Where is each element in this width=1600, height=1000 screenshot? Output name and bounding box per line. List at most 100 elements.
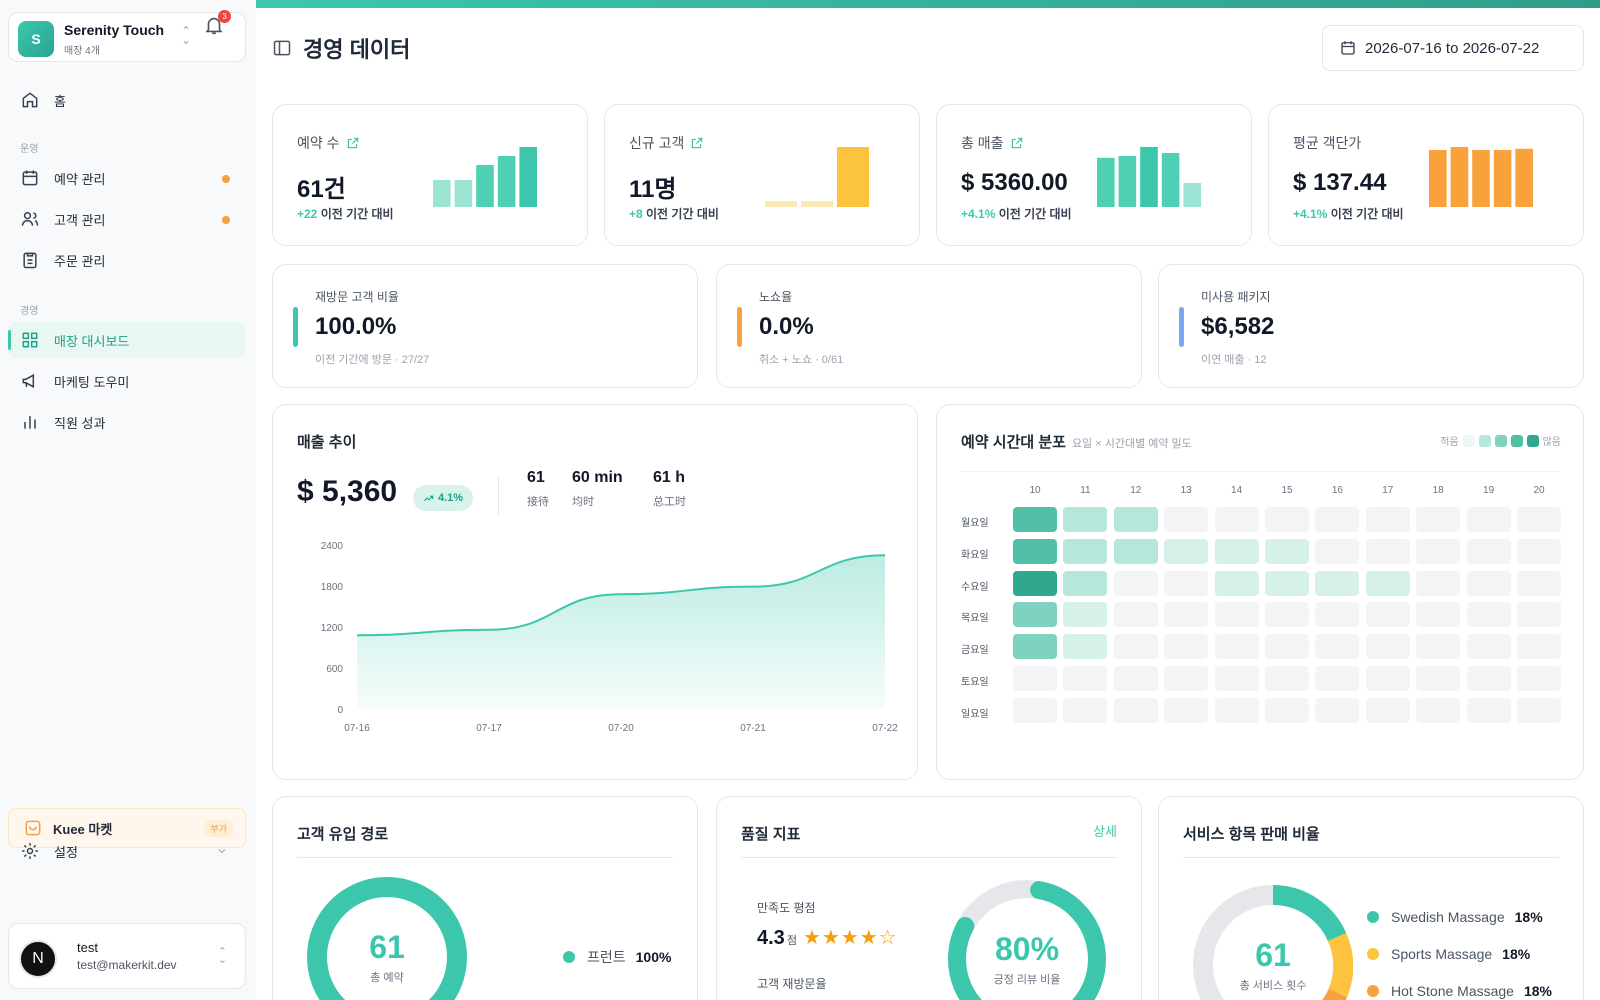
heatmap-cell[interactable] <box>1265 697 1309 723</box>
heatmap-cell[interactable] <box>1063 507 1108 532</box>
heatmap-cell[interactable] <box>1214 538 1259 564</box>
heatmap-cell[interactable] <box>1416 697 1461 723</box>
heatmap-cell[interactable] <box>1265 634 1309 660</box>
heatmap-cell[interactable] <box>1416 666 1461 691</box>
nav-customers[interactable]: 고객 관리 <box>8 201 246 237</box>
heatmap-cell[interactable] <box>1315 666 1360 691</box>
heatmap-cell[interactable] <box>1416 602 1461 628</box>
heatmap-cell[interactable] <box>1164 697 1209 723</box>
heatmap-cell[interactable] <box>1214 697 1259 723</box>
quality-detail-link[interactable]: 상세 <box>1093 824 1117 839</box>
heatmap-cell[interactable] <box>1315 602 1360 628</box>
external-link-icon[interactable] <box>1010 136 1024 150</box>
heatmap-cell[interactable] <box>1164 634 1209 660</box>
heatmap-cell[interactable] <box>1365 697 1410 723</box>
heatmap-cell[interactable] <box>1063 666 1108 691</box>
heatmap-cell[interactable] <box>1466 634 1511 660</box>
heatmap-cell[interactable] <box>1113 602 1158 628</box>
date-range-picker[interactable]: 2026-07-16 to 2026-07-22 <box>1322 25 1584 71</box>
sidebar-toggle-icon[interactable] <box>272 38 292 58</box>
heatmap-cell[interactable] <box>1113 666 1158 691</box>
heatmap-cell[interactable] <box>1365 507 1410 532</box>
heatmap-cell[interactable] <box>1113 538 1158 564</box>
nav-reservations[interactable]: 예약 관리 <box>8 160 246 196</box>
heatmap-cell[interactable] <box>1164 602 1209 628</box>
heatmap-cell[interactable] <box>1214 634 1259 660</box>
heatmap-cell[interactable] <box>1315 697 1360 723</box>
heatmap-cell[interactable] <box>1466 538 1511 564</box>
heatmap-cell[interactable] <box>1214 602 1259 628</box>
heatmap-cell[interactable] <box>1013 634 1057 660</box>
heatmap-cell[interactable] <box>1365 666 1410 691</box>
heatmap-cell[interactable] <box>1013 666 1057 691</box>
heatmap-cell[interactable] <box>1466 507 1511 532</box>
external-link-icon[interactable] <box>690 136 704 150</box>
heatmap-cell[interactable] <box>1214 507 1259 532</box>
heatmap-cell[interactable] <box>1416 538 1461 564</box>
market-button[interactable]: Kuee 마켓 부가 <box>8 808 246 848</box>
heatmap-cell[interactable] <box>1063 634 1108 660</box>
heatmap-cell[interactable] <box>1517 538 1561 564</box>
heatmap-cell[interactable] <box>1265 666 1309 691</box>
heatmap-cell[interactable] <box>1466 697 1511 723</box>
heatmap-cell[interactable] <box>1063 570 1108 596</box>
heatmap-cell[interactable] <box>1265 507 1309 532</box>
heatmap-cell[interactable] <box>1265 570 1309 596</box>
nav-dashboard[interactable]: 매장 대시보드 <box>8 322 246 358</box>
nav-settings[interactable]: 설정 <box>8 833 246 869</box>
heatmap-cell[interactable] <box>1517 570 1561 596</box>
bell-icon[interactable] <box>203 14 225 36</box>
heatmap-cell[interactable] <box>1517 634 1561 660</box>
heatmap-cell[interactable] <box>1466 570 1511 596</box>
heatmap-cell[interactable] <box>1365 602 1410 628</box>
org-switcher[interactable]: S Serenity Touch 매장 4개 ⌃ ⌄ <box>8 12 246 62</box>
heatmap-cell[interactable] <box>1113 507 1158 532</box>
heatmap-cell[interactable] <box>1265 602 1309 628</box>
heatmap-cell[interactable] <box>1214 666 1259 691</box>
heatmap-cell[interactable] <box>1315 634 1360 660</box>
heatmap-cell[interactable] <box>1365 538 1410 564</box>
heatmap-cell[interactable] <box>1013 538 1057 564</box>
heatmap-cell[interactable] <box>1164 538 1209 564</box>
nav-staff[interactable]: 직원 성과 <box>8 404 246 440</box>
kpi-delta: +8 이전 기간 대비 <box>629 205 719 222</box>
heatmap-cell[interactable] <box>1315 507 1360 532</box>
heatmap-cell[interactable] <box>1013 570 1057 596</box>
heatmap-cell[interactable] <box>1113 570 1158 596</box>
heatmap-cell[interactable] <box>1013 602 1057 628</box>
nav-orders[interactable]: 주문 관리 <box>8 242 246 278</box>
heatmap-cell[interactable] <box>1365 634 1410 660</box>
heatmap-cell[interactable] <box>1466 602 1511 628</box>
heatmap-cell[interactable] <box>1063 602 1108 628</box>
heatmap-cell[interactable] <box>1517 666 1561 691</box>
heatmap-cell[interactable] <box>1517 507 1561 532</box>
heatmap-cell[interactable] <box>1164 570 1209 596</box>
heatmap-cell[interactable] <box>1164 507 1209 532</box>
heatmap-cell[interactable] <box>1315 538 1360 564</box>
heatmap-cell[interactable] <box>1517 602 1561 628</box>
heatmap-cell[interactable] <box>1214 570 1259 596</box>
heatmap-cell[interactable] <box>1416 634 1461 660</box>
external-link-icon[interactable] <box>346 136 360 150</box>
heatmap-cell[interactable] <box>1113 634 1158 660</box>
kpi-card-new-customers: 신규 고객 11명 +8 이전 기간 대비 <box>604 104 920 246</box>
x-tick-label: 07-16 <box>344 723 370 734</box>
user-menu[interactable]: N test test@makerkit.dev ⌃ ⌄ <box>8 923 246 989</box>
heatmap-cell[interactable] <box>1164 666 1209 691</box>
nav-marketing[interactable]: 마케팅 도우미 <box>8 363 246 399</box>
legend-low: 적음 <box>1440 437 1459 448</box>
heatmap-cell[interactable] <box>1113 697 1158 723</box>
heatmap-cell[interactable] <box>1365 570 1410 596</box>
heatmap-cell[interactable] <box>1315 570 1360 596</box>
heatmap-cell[interactable] <box>1013 507 1057 532</box>
heatmap-cell[interactable] <box>1416 570 1461 596</box>
heatmap-cell[interactable] <box>1466 666 1511 691</box>
heatmap-cell[interactable] <box>1063 697 1108 723</box>
nav-home[interactable]: 홈 <box>8 82 246 118</box>
heatmap-cell[interactable] <box>1265 538 1309 564</box>
heatmap-cell[interactable] <box>1013 697 1057 723</box>
heatmap-cell[interactable] <box>1416 507 1461 532</box>
avatar: N <box>19 940 57 978</box>
heatmap-cell[interactable] <box>1063 538 1108 564</box>
heatmap-cell[interactable] <box>1517 697 1561 723</box>
